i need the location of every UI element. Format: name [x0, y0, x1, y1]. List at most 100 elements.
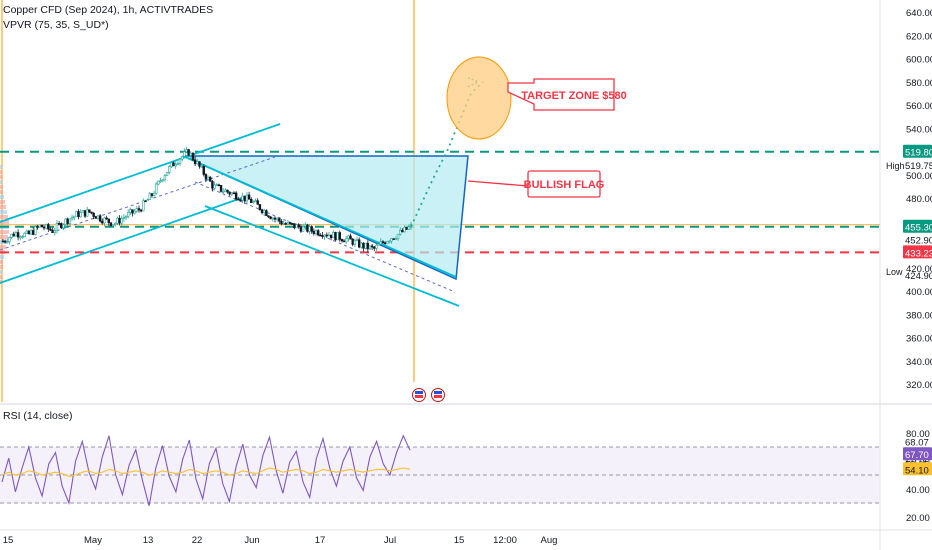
candle[interactable] — [178, 158, 182, 164]
candle[interactable] — [103, 217, 106, 224]
candle[interactable] — [373, 246, 376, 249]
candle[interactable] — [196, 161, 199, 165]
candle[interactable] — [258, 204, 262, 210]
candle[interactable] — [25, 230, 28, 234]
target-zone-circle[interactable] — [446, 56, 512, 140]
candle[interactable] — [316, 230, 320, 236]
candle[interactable] — [357, 239, 361, 248]
candle[interactable] — [12, 233, 15, 237]
candle[interactable] — [291, 223, 294, 225]
candle[interactable] — [239, 199, 242, 202]
candle[interactable] — [271, 217, 275, 220]
candle[interactable] — [293, 223, 296, 229]
candle[interactable] — [366, 242, 370, 250]
candle[interactable] — [355, 239, 359, 242]
candle[interactable] — [232, 192, 236, 195]
candle[interactable] — [21, 236, 24, 239]
candle[interactable] — [306, 224, 309, 232]
candle[interactable] — [127, 212, 130, 217]
candle[interactable] — [44, 224, 48, 229]
candle[interactable] — [111, 224, 115, 227]
candle[interactable] — [323, 234, 326, 237]
candle[interactable] — [334, 232, 337, 241]
candle[interactable] — [70, 217, 74, 220]
candle[interactable] — [187, 149, 190, 156]
candle[interactable] — [107, 218, 110, 223]
candle[interactable] — [351, 238, 354, 245]
candle[interactable] — [338, 232, 341, 240]
candle[interactable] — [185, 149, 188, 152]
rising-channel-lower[interactable] — [0, 194, 251, 284]
candle[interactable] — [180, 156, 184, 160]
candle[interactable] — [51, 229, 54, 233]
candle[interactable] — [101, 220, 104, 224]
candle[interactable] — [85, 209, 89, 217]
candle[interactable] — [3, 240, 7, 243]
candle[interactable] — [275, 218, 279, 220]
candle[interactable] — [77, 211, 80, 218]
candle[interactable] — [172, 162, 175, 167]
candle[interactable] — [288, 222, 292, 224]
candle[interactable] — [34, 226, 37, 235]
candle[interactable] — [109, 222, 113, 227]
candle[interactable] — [68, 218, 72, 224]
candle[interactable] — [219, 185, 223, 192]
candle[interactable] — [230, 192, 234, 195]
candle[interactable] — [79, 212, 82, 218]
candle[interactable] — [314, 230, 318, 234]
candle[interactable] — [14, 232, 18, 237]
candle[interactable] — [19, 236, 22, 239]
candle[interactable] — [118, 217, 121, 224]
rsi-line[interactable] — [1, 434, 411, 506]
candle[interactable] — [8, 237, 11, 242]
candle[interactable] — [247, 194, 251, 200]
candle[interactable] — [304, 224, 307, 227]
candle[interactable] — [265, 210, 268, 217]
falling-channel-upper[interactable] — [182, 155, 457, 278]
candle[interactable] — [163, 175, 167, 181]
candle[interactable] — [155, 183, 158, 194]
candle[interactable] — [122, 217, 126, 219]
candle[interactable] — [105, 217, 108, 220]
candle[interactable] — [204, 174, 208, 180]
candle[interactable] — [55, 223, 59, 231]
candle[interactable] — [241, 195, 244, 201]
candle[interactable] — [370, 245, 374, 248]
candle[interactable] — [267, 215, 270, 218]
candle[interactable] — [146, 199, 149, 202]
candle[interactable] — [250, 199, 253, 203]
candle[interactable] — [295, 224, 298, 229]
candle[interactable] — [206, 176, 210, 180]
candle[interactable] — [183, 151, 186, 157]
candle[interactable] — [57, 223, 61, 225]
candle[interactable] — [280, 220, 283, 225]
falling-channel-lower[interactable] — [204, 205, 460, 307]
candle[interactable] — [152, 192, 156, 196]
candle[interactable] — [297, 224, 300, 228]
symbol-title[interactable]: Copper CFD (Sep 2024), 1h, ACTIVTRADES — [3, 4, 214, 16]
rising-channel-upper[interactable] — [0, 123, 281, 223]
candle[interactable] — [88, 209, 91, 213]
candle[interactable] — [383, 242, 387, 244]
candle[interactable] — [308, 226, 311, 232]
candle[interactable] — [252, 201, 255, 203]
candle[interactable] — [124, 216, 128, 218]
candle[interactable] — [319, 234, 322, 237]
candle[interactable] — [161, 179, 164, 182]
candle[interactable] — [286, 222, 290, 225]
candle[interactable] — [362, 242, 365, 249]
candle[interactable] — [144, 200, 147, 203]
candle[interactable] — [228, 191, 231, 195]
candle[interactable] — [237, 198, 240, 201]
candle[interactable] — [137, 208, 141, 211]
candle[interactable] — [139, 209, 143, 212]
candle[interactable] — [62, 224, 65, 229]
candle[interactable] — [92, 212, 95, 217]
candle[interactable] — [75, 211, 78, 217]
candle[interactable] — [368, 245, 372, 250]
candle[interactable] — [269, 216, 272, 220]
flag-callout-box[interactable] — [527, 170, 601, 198]
candle[interactable] — [388, 240, 391, 243]
candle[interactable] — [301, 226, 305, 232]
candle[interactable] — [38, 224, 41, 228]
